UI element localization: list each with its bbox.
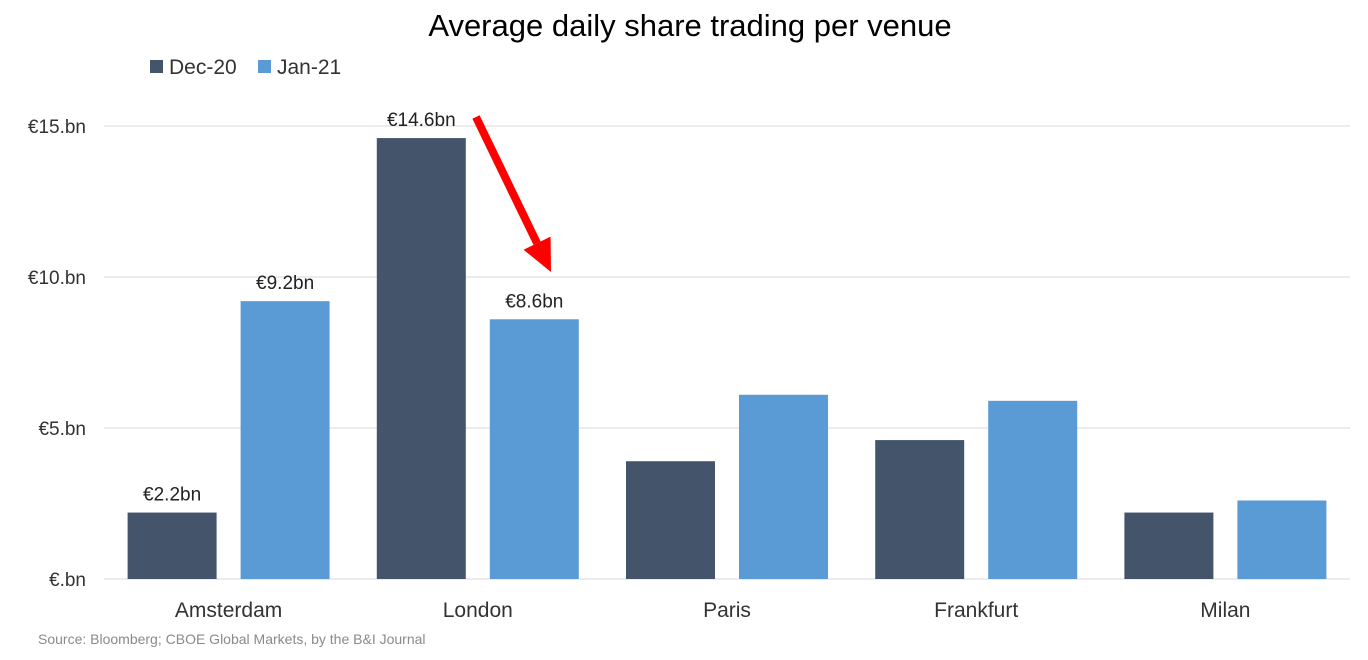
legend-swatch-jan-21 [258,60,271,73]
x-category-label: Frankfurt [934,599,1018,622]
bar-amsterdam-dec-20 [127,512,217,579]
bar-london-dec-20 [376,138,466,579]
y-tick-label: €10.bn [28,268,86,289]
arrow-head [523,236,551,272]
bar-amsterdam-jan-21 [240,301,330,579]
data-label: €9.2bn [256,273,314,294]
source-note: Source: Bloomberg; CBOE Global Markets, … [38,631,426,647]
chart-title: Average daily share trading per venue [428,8,951,43]
y-tick-label: €5.bn [38,419,86,440]
legend-label: Jan-21 [277,56,341,79]
legend: Dec-20 Jan-21 [150,56,341,79]
x-axis: Amsterdam London Paris Frankfurt Milan [175,599,1251,622]
bar-milan-dec-20 [1124,512,1214,579]
x-category-label: Paris [703,599,751,622]
legend-swatch-dec-20 [150,60,163,73]
data-label: €14.6bn [387,110,456,131]
bar-paris-dec-20 [626,461,715,579]
data-labels: €2.2bn €9.2bn €14.6bn €8.6bn [143,110,563,505]
bar-milan-jan-21 [1237,500,1327,579]
data-label: €8.6bn [505,291,563,312]
bar-frankfurt-dec-20 [875,440,965,579]
y-axis: €.bn €5.bn €10.bn €15.bn [28,117,86,591]
bar-london-jan-21 [489,319,579,579]
x-category-label: Amsterdam [175,599,282,622]
data-label: €2.2bn [143,485,201,506]
annotation-arrow [472,115,551,272]
x-category-label: London [443,599,513,622]
y-tick-label: €.bn [49,570,86,591]
y-tick-label: €15.bn [28,117,86,138]
bar-frankfurt-jan-21 [988,400,1078,579]
legend-label: Dec-20 [169,56,237,79]
arrow-shaft [472,115,541,245]
bar-paris-jan-21 [739,394,828,579]
x-category-label: Milan [1200,599,1250,622]
bars [127,138,1327,579]
